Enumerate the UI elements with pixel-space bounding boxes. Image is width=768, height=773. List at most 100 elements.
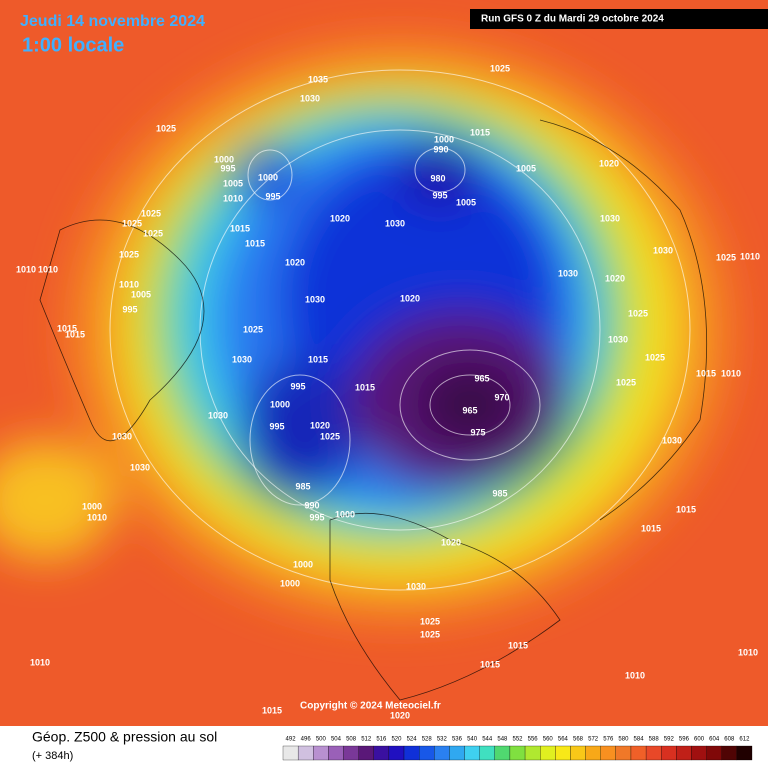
scale-label: 608 (724, 737, 735, 743)
isobar-label: 1010 (30, 657, 50, 667)
scale-swatch (358, 745, 374, 761)
isobar-label: 1025 (243, 324, 263, 334)
scale-label: 548 (497, 737, 508, 743)
isobar-label: 1015 (641, 523, 661, 533)
scale-swatch (540, 745, 556, 761)
isobar-label: 1015 (470, 127, 490, 137)
isobar-label: 1015 (508, 640, 528, 650)
isobar-label: 1015 (230, 223, 250, 233)
scale-label: 524 (407, 737, 418, 743)
isobar-label: 965 (474, 373, 489, 383)
isobar-label: 995 (269, 421, 284, 431)
time: 1:00 locale (22, 34, 124, 56)
isobar-label: 1000 (258, 172, 278, 182)
isobar-label: 1015 (262, 705, 282, 715)
isobar-label: 1025 (420, 629, 440, 639)
isobar-label: 995 (309, 512, 324, 522)
scale-swatch (494, 745, 511, 761)
scale-swatch (736, 745, 753, 761)
isobar-label: 985 (492, 488, 507, 498)
isobar-label: 1020 (310, 420, 330, 430)
isobar-label: 1025 (616, 377, 636, 387)
isobar-label: 1000 (434, 134, 454, 144)
run: Run GFS 0 Z du Mardi 29 octobre 2024 (481, 14, 664, 25)
scale-label: 556 (528, 737, 539, 743)
scale-label: 496 (301, 737, 312, 743)
isobar-label: 1010 (38, 264, 58, 274)
isobar-label: 1025 (645, 352, 665, 362)
isobar-label: 985 (295, 481, 310, 491)
isobar-label: 1010 (87, 512, 107, 522)
isobar-label: 1025 (490, 63, 510, 73)
isobar-label: 1025 (716, 252, 736, 262)
scale-swatch (419, 745, 435, 761)
scale-label: 516 (376, 737, 387, 743)
isobar-label: 1015 (65, 329, 85, 339)
isobar-label: 1000 (280, 578, 300, 588)
run-box (470, 9, 768, 29)
isobar-label: 975 (470, 427, 485, 437)
isobar-label: 1020 (605, 273, 625, 283)
isobar-label: 1030 (406, 581, 426, 591)
scale-swatch (388, 745, 405, 761)
scale-label: 588 (649, 737, 660, 743)
isobar-label: 1000 (214, 154, 234, 164)
scale-label: 512 (361, 737, 372, 743)
isobar-label: 990 (304, 500, 319, 510)
isobar-label: 1010 (740, 251, 760, 261)
scale-label: 508 (346, 737, 357, 743)
date: Jeudi 14 novembre 2024 (20, 13, 205, 30)
isobar-label: 1030 (305, 294, 325, 304)
isobar-label: 1030 (600, 213, 620, 223)
isobar-label: 1005 (456, 197, 476, 207)
scale-label: 604 (709, 737, 720, 743)
scale-label: 584 (634, 737, 645, 743)
isobar-label: 1000 (335, 509, 355, 519)
isobar-label: 1015 (57, 323, 77, 333)
scale-label: 540 (467, 737, 478, 743)
scale-label: 560 (543, 737, 554, 743)
scale-swatch (297, 745, 314, 761)
scale-swatch (524, 745, 541, 761)
copyright: Copyright © 2024 Meteociel.fr (300, 701, 441, 712)
isobar-label: 1030 (300, 93, 320, 103)
scale-swatch (464, 745, 480, 761)
scale-label: 528 (422, 737, 433, 743)
legend-title: Géop. Z500 & pression au sol (32, 729, 217, 745)
isobar-label: 1030 (662, 435, 682, 445)
scale-label: 568 (573, 737, 584, 743)
isobar-label: 1020 (599, 158, 619, 168)
isobar-label: 1015 (355, 382, 375, 392)
isobar-label: 1015 (480, 659, 500, 669)
scale-swatch (328, 745, 344, 761)
scale-label: 536 (452, 737, 463, 743)
isobar-label: 1010 (223, 193, 243, 203)
scale-swatch (509, 745, 526, 761)
scale-swatch (343, 745, 359, 761)
scale-swatch (313, 745, 329, 761)
isobar-label: 1030 (385, 218, 405, 228)
isobar-label: 1005 (223, 178, 243, 188)
scale-swatch (676, 745, 692, 761)
isobar-label: 1025 (122, 218, 142, 228)
isobar-label: 1000 (293, 559, 313, 569)
isobar-label: 1010 (119, 279, 139, 289)
scale-swatch (645, 745, 662, 761)
isobar-label: 1015 (308, 354, 328, 364)
isobar-label: 965 (462, 405, 477, 415)
isobar-label: 1025 (320, 431, 340, 441)
scale-swatch (600, 745, 616, 761)
isobar-label: 970 (494, 392, 509, 402)
isobar-label: 1005 (131, 289, 151, 299)
scale-label: 576 (603, 737, 614, 743)
scale-swatch (570, 745, 586, 761)
scale-label: 504 (331, 737, 342, 743)
scale-swatch (630, 745, 647, 761)
isobar-label: 1020 (441, 537, 461, 547)
isobar-label: 1000 (270, 399, 290, 409)
scale-label: 500 (316, 737, 327, 743)
isobar-label: 1030 (653, 245, 673, 255)
